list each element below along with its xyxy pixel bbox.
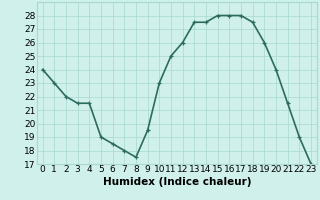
X-axis label: Humidex (Indice chaleur): Humidex (Indice chaleur) — [102, 177, 251, 187]
